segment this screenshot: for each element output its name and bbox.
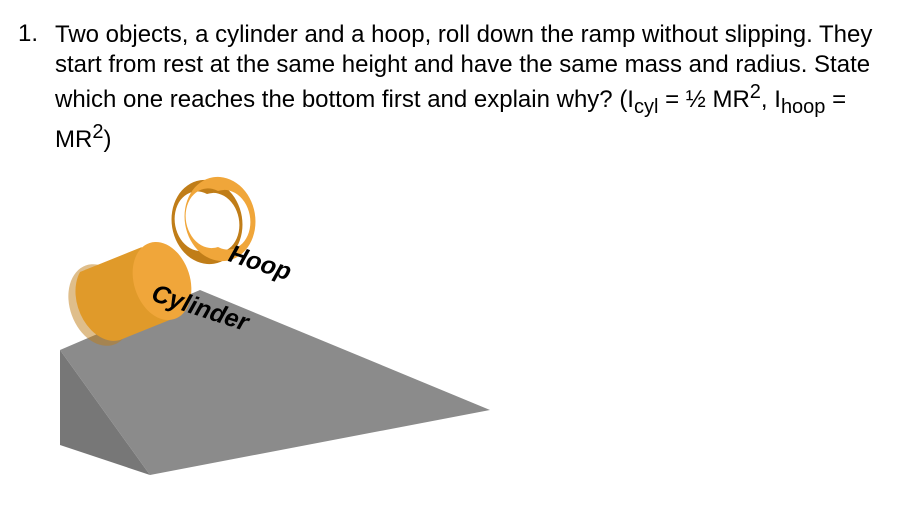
q-sup2: 2 xyxy=(92,121,103,143)
q-sub-hoop: hoop xyxy=(781,96,826,118)
q-line3-prefix: which one reaches the bottom first and e… xyxy=(55,86,634,113)
page: 1. Two objects, a cylinder and a hoop, r… xyxy=(0,0,921,510)
q-line1: Two objects, a cylinder and a hoop, roll… xyxy=(55,21,872,48)
q-line3-mid: = ½ MR xyxy=(658,86,749,113)
q-sup1: 2 xyxy=(750,81,761,103)
question-text: Two objects, a cylinder and a hoop, roll… xyxy=(55,20,885,155)
question-number: 1. xyxy=(18,20,38,48)
q-line3-comma: , I xyxy=(761,86,781,113)
q-line4-end: ) xyxy=(103,126,111,153)
q-line3-eq: = xyxy=(825,86,846,113)
q-line4-prefix: MR xyxy=(55,126,92,153)
q-line2: start from rest at the same height and h… xyxy=(55,51,870,78)
diagram xyxy=(30,150,530,500)
q-sub-cyl: cyl xyxy=(634,96,658,118)
